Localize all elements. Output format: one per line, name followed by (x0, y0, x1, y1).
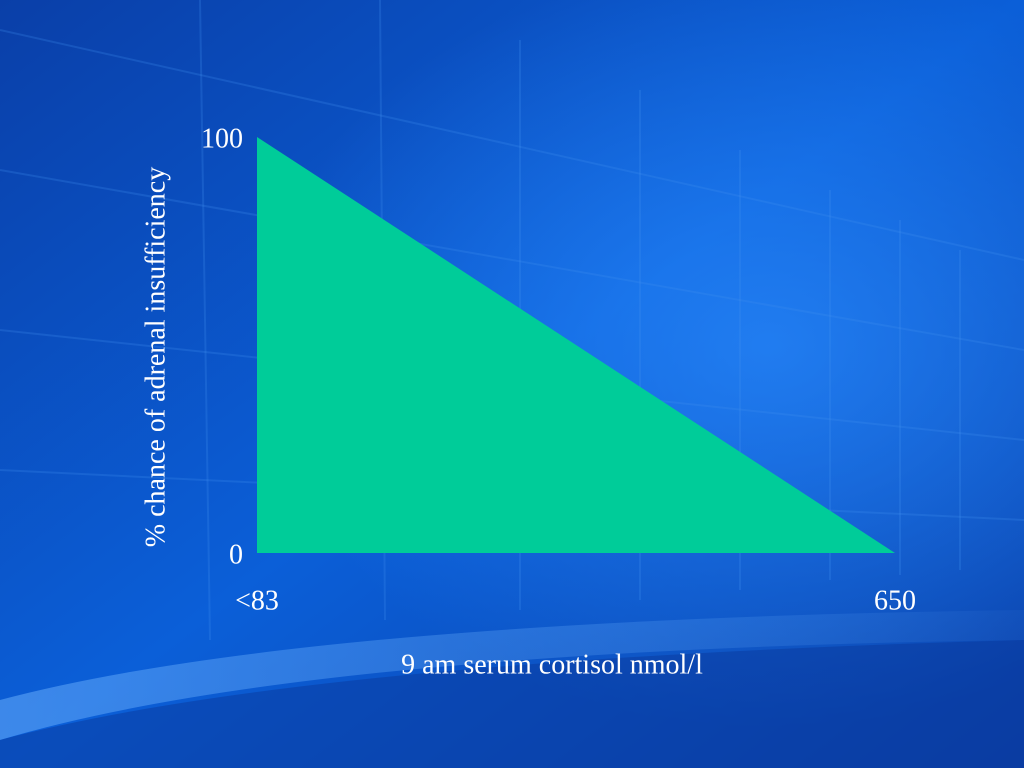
background-floor (0, 640, 1024, 768)
x-axis-label: 9 am serum cortisol nmol/l (401, 649, 703, 680)
x-tick-label: <83 (235, 585, 279, 616)
y-tick-label: 100 (201, 123, 243, 154)
y-axis-label: % chance of adrenal insufficiency (140, 167, 171, 547)
plot: 0 100 <83 650 (201, 123, 916, 616)
area (257, 137, 895, 553)
y-tick-label: 0 (229, 539, 243, 570)
x-tick-label: 650 (874, 585, 916, 616)
background-swoosh (0, 610, 1024, 740)
